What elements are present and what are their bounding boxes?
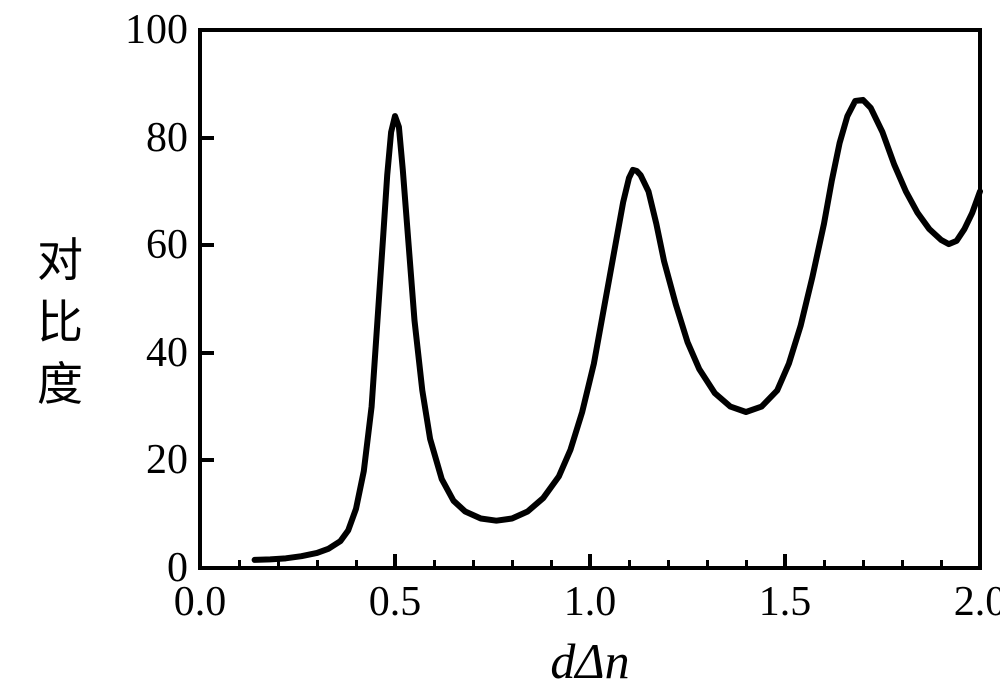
- x-tick-label: 2.0: [954, 578, 1000, 626]
- y-tick-label: 60: [146, 221, 188, 269]
- y-tick-label: 20: [146, 436, 188, 484]
- x-tick-label: 0.0: [174, 578, 227, 626]
- x-tick-label: 0.5: [369, 578, 422, 626]
- y-axis-title-char-2: 比: [35, 286, 85, 352]
- y-axis-title-char-3: 度: [35, 348, 85, 414]
- x-tick-label: 1.0: [564, 578, 617, 626]
- chart-container: 020406080100 0.00.51.01.52.0 对 比 度 dΔn: [0, 0, 1000, 689]
- y-tick-label: 100: [125, 6, 188, 54]
- y-tick-label: 80: [146, 114, 188, 162]
- y-axis-title-char-1: 对: [35, 224, 85, 290]
- y-tick-label: 40: [146, 329, 188, 377]
- x-tick-label: 1.5: [759, 578, 812, 626]
- x-axis-title: dΔn: [550, 632, 629, 690]
